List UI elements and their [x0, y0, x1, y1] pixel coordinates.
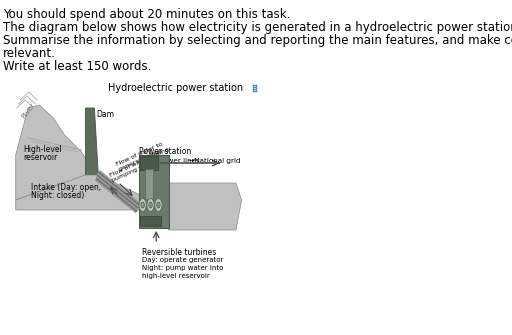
- Circle shape: [155, 199, 162, 211]
- Text: Write at least 150 words.: Write at least 150 words.: [4, 60, 152, 73]
- Circle shape: [139, 199, 146, 211]
- Text: River: River: [21, 102, 36, 120]
- Polygon shape: [16, 105, 86, 200]
- Text: The diagram below shows how electricity is generated in a hydroelectric power st: The diagram below shows how electricity …: [4, 21, 512, 34]
- Bar: [145, 169, 153, 199]
- Text: Generator: Generator: [141, 159, 181, 165]
- Circle shape: [149, 202, 152, 208]
- Circle shape: [157, 202, 160, 208]
- Text: Hydroelectric power station: Hydroelectric power station: [108, 83, 243, 93]
- Text: Night: pump water into: Night: pump water into: [142, 265, 223, 271]
- Text: reservoir: reservoir: [24, 153, 58, 162]
- Circle shape: [141, 202, 144, 208]
- Text: Flow of water during
pumping (night): Flow of water during pumping (night): [109, 146, 173, 183]
- Text: Day: operate generator: Day: operate generator: [142, 257, 223, 263]
- Text: Flow of water to
generate (day): Flow of water to generate (day): [115, 141, 166, 172]
- Text: Reversible turbines: Reversible turbines: [142, 248, 216, 257]
- Polygon shape: [168, 183, 242, 230]
- Text: Night: closed): Night: closed): [31, 191, 84, 200]
- Text: Power station: Power station: [139, 147, 191, 156]
- Text: reservoir: reservoir: [185, 205, 220, 214]
- Text: Intake (Day: open,: Intake (Day: open,: [31, 183, 101, 192]
- Text: relevant.: relevant.: [4, 47, 56, 60]
- Bar: [140, 216, 161, 226]
- Polygon shape: [16, 175, 140, 210]
- Text: (Day): (Day): [169, 187, 189, 194]
- Text: Power lines: Power lines: [159, 158, 200, 164]
- Bar: [139, 155, 168, 228]
- Text: High-level: High-level: [24, 145, 62, 154]
- Text: Night: Night: [142, 219, 159, 225]
- Polygon shape: [86, 108, 98, 175]
- Circle shape: [147, 199, 154, 211]
- Text: Dam: Dam: [97, 110, 115, 119]
- Text: Summarise the information by selecting and reporting the main features, and make: Summarise the information by selecting a…: [4, 34, 512, 47]
- Text: high-level reservoir: high-level reservoir: [142, 273, 209, 279]
- Text: You should spend about 20 minutes on this task.: You should spend about 20 minutes on thi…: [4, 8, 291, 21]
- Text: Low-level: Low-level: [185, 197, 221, 206]
- Bar: [140, 156, 158, 170]
- Text: →National grid: →National grid: [188, 158, 241, 164]
